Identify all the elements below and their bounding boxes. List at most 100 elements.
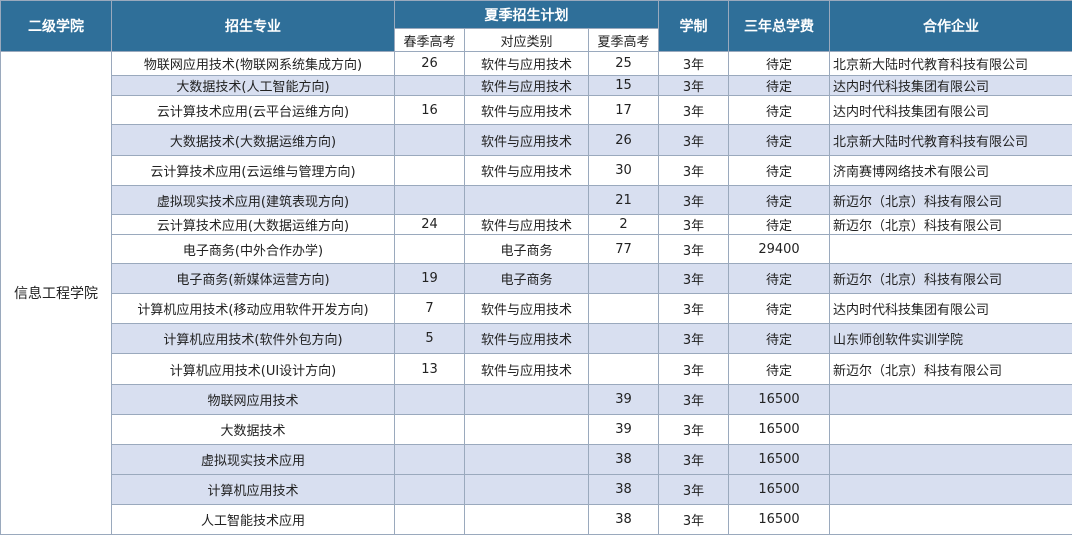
header-plan: 夏季招生计划 [393, 0, 660, 29]
summer-cell: 25 [587, 51, 660, 76]
table-row: 计算机应用技术 38 3年 16500 [1, 474, 1072, 505]
duration-cell: 3年 [658, 384, 730, 415]
duration-cell: 3年 [658, 51, 730, 76]
table-row: 大数据技术(人工智能方向) 软件与应用技术 15 3年 待定 达内时代科技集团有限公司 [1, 75, 1072, 96]
duration-cell: 3年 [658, 474, 730, 505]
summer-cell: 21 [587, 185, 660, 215]
major-cell: 计算机应用技术(移动应用软件开发方向) [111, 293, 395, 324]
fee-cell: 29400 [728, 234, 831, 264]
category-cell: 电子商务 [464, 263, 589, 294]
major-cell: 计算机应用技术 [111, 474, 395, 505]
category-cell: 软件与应用技术 [464, 214, 589, 235]
summer-cell: 77 [587, 234, 660, 264]
duration-cell: 3年 [658, 124, 730, 156]
category-cell [464, 504, 589, 535]
major-cell: 计算机应用技术(软件外包方向) [111, 323, 395, 354]
category-cell: 软件与应用技术 [464, 293, 589, 324]
summer-cell: 38 [587, 474, 660, 505]
category-cell: 软件与应用技术 [464, 323, 589, 354]
major-cell: 云计算技术应用(大数据运维方向) [111, 214, 395, 235]
major-cell: 大数据技术 [111, 414, 395, 445]
partner-cell: 新迈尔（北京）科技有限公司 [829, 353, 1072, 385]
table-row: 云计算技术应用(云运维与管理方向) 软件与应用技术 30 3年 待定 济南赛博网络技术有限… [1, 155, 1072, 186]
header-major: 招生专业 [111, 0, 395, 52]
table-row: 电子商务(新媒体运营方向) 19 电子商务 3年 待定 新迈尔（北京）科技有限公司 [1, 263, 1072, 294]
duration-cell: 3年 [658, 95, 730, 125]
summer-cell: 30 [587, 155, 660, 186]
fee-cell: 16500 [728, 444, 831, 475]
summer-cell: 39 [587, 384, 660, 415]
duration-cell: 3年 [658, 504, 730, 535]
category-cell: 软件与应用技术 [464, 124, 589, 156]
table-row: 电子商务(中外合作办学) 电子商务 77 3年 29400 [1, 234, 1072, 264]
category-cell: 软件与应用技术 [464, 155, 589, 186]
summer-cell: 17 [587, 95, 660, 125]
header-spring: 春季高考 [394, 28, 465, 52]
partner-cell [829, 444, 1072, 475]
summer-cell [587, 293, 660, 324]
spring-cell: 13 [394, 353, 465, 385]
fee-cell: 待定 [728, 214, 831, 235]
major-cell: 物联网应用技术 [111, 384, 395, 415]
category-cell: 软件与应用技术 [464, 95, 589, 125]
fee-cell: 16500 [728, 474, 831, 505]
table-row: 信息工程学院 物联网应用技术(物联网系统集成方向) 26 软件与应用技术 25 3年 待定北… [0, 51, 1072, 535]
table-row: 物联网应用技术 39 3年 16500 [1, 384, 1072, 415]
category-cell [464, 384, 589, 415]
summer-cell: 38 [587, 504, 660, 535]
fee-cell: 待定 [728, 124, 831, 156]
duration-cell: 3年 [658, 263, 730, 294]
partner-cell: 北京新大陆时代教育科技有限公司 [829, 51, 1072, 76]
header-category: 对应类别 [464, 28, 589, 52]
spring-cell [394, 124, 465, 156]
fee-cell: 待定 [728, 263, 831, 294]
spring-cell [394, 234, 465, 264]
partner-cell: 新迈尔（北京）科技有限公司 [829, 214, 1072, 235]
header-fee: 三年总学费 [728, 0, 831, 52]
fee-cell: 16500 [728, 414, 831, 445]
fee-cell: 16500 [728, 384, 831, 415]
major-cell: 云计算技术应用(云运维与管理方向) [111, 155, 395, 186]
header-college: 二级学院 [0, 0, 112, 52]
summer-cell [587, 263, 660, 294]
partner-cell: 达内时代科技集团有限公司 [829, 75, 1072, 96]
duration-cell: 3年 [658, 444, 730, 475]
fee-cell: 待定 [728, 75, 831, 96]
major-cell: 电子商务(中外合作办学) [111, 234, 395, 264]
duration-cell: 3年 [658, 323, 730, 354]
fee-cell: 待定 [728, 155, 831, 186]
header-partner: 合作企业 [829, 0, 1072, 52]
partner-cell [829, 384, 1072, 415]
table-row: 人工智能技术应用 38 3年 16500 [1, 504, 1072, 535]
major-cell: 人工智能技术应用 [111, 504, 395, 535]
duration-cell: 3年 [658, 155, 730, 186]
category-cell: 软件与应用技术 [464, 75, 589, 96]
fee-cell: 待定 [728, 293, 831, 324]
partner-cell: 达内时代科技集团有限公司 [829, 95, 1072, 125]
duration-cell: 3年 [658, 214, 730, 235]
spring-cell [394, 155, 465, 186]
spring-cell [394, 474, 465, 505]
partner-cell [829, 234, 1072, 264]
partner-cell: 新迈尔（北京）科技有限公司 [829, 185, 1072, 215]
spring-cell [394, 384, 465, 415]
spring-cell: 7 [394, 293, 465, 324]
header-summer: 夏季高考 [587, 28, 660, 52]
fee-cell: 待定 [728, 353, 831, 385]
major-cell: 物联网应用技术(物联网系统集成方向) [111, 51, 395, 76]
summer-cell: 2 [587, 214, 660, 235]
partner-cell [829, 414, 1072, 445]
table-row: 虚拟现实技术应用 38 3年 16500 [1, 444, 1072, 475]
category-cell [464, 444, 589, 475]
category-cell: 电子商务 [464, 234, 589, 264]
summer-cell: 39 [587, 414, 660, 445]
table-row: 大数据技术 39 3年 16500 [1, 414, 1072, 445]
summer-cell: 15 [587, 75, 660, 96]
spring-cell [394, 185, 465, 215]
spring-cell: 5 [394, 323, 465, 354]
duration-cell: 3年 [658, 353, 730, 385]
partner-cell [829, 474, 1072, 505]
duration-cell: 3年 [658, 414, 730, 445]
summer-cell: 38 [587, 444, 660, 475]
